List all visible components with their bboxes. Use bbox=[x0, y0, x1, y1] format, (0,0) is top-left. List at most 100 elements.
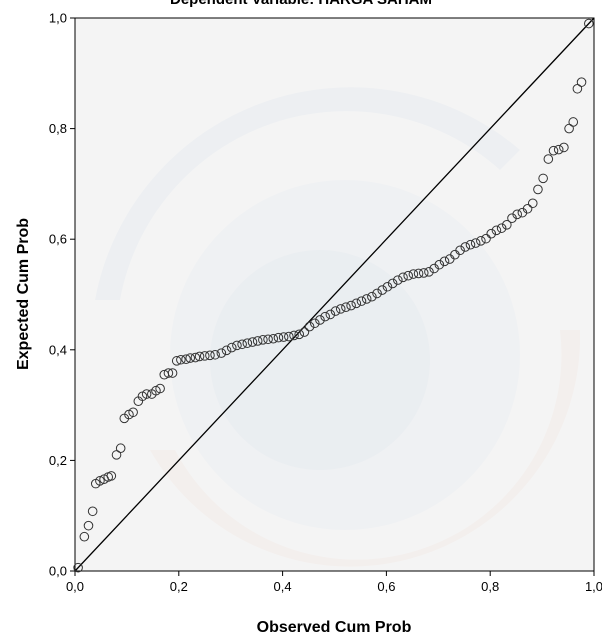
x-tick-label: 0,8 bbox=[481, 579, 499, 594]
data-point bbox=[190, 352, 201, 363]
data-point bbox=[309, 318, 320, 329]
data-point bbox=[533, 184, 543, 195]
data-point bbox=[408, 269, 419, 279]
data-point bbox=[527, 198, 538, 209]
data-point bbox=[341, 302, 351, 313]
data-point bbox=[304, 321, 315, 332]
data-point bbox=[470, 238, 481, 248]
reference-line bbox=[74, 17, 595, 572]
x-tick-label: 0,2 bbox=[170, 579, 188, 594]
data-point bbox=[83, 520, 94, 531]
data-point bbox=[584, 18, 594, 29]
data-point bbox=[73, 562, 83, 573]
data-point bbox=[559, 142, 569, 153]
data-point bbox=[258, 335, 268, 345]
data-point bbox=[496, 223, 507, 233]
data-point bbox=[242, 338, 253, 348]
data-point bbox=[325, 309, 336, 320]
data-point bbox=[106, 471, 117, 481]
data-point bbox=[522, 203, 533, 214]
data-point bbox=[237, 339, 247, 350]
data-point bbox=[346, 300, 356, 311]
data-point bbox=[273, 332, 284, 343]
data-point bbox=[476, 236, 486, 246]
data-point bbox=[221, 345, 232, 356]
data-point bbox=[79, 531, 90, 542]
data-point bbox=[367, 291, 377, 302]
data-point bbox=[361, 294, 372, 304]
data-point bbox=[356, 296, 367, 306]
data-point bbox=[247, 337, 258, 347]
data-point bbox=[512, 209, 522, 220]
data-point bbox=[486, 228, 497, 239]
data-point bbox=[434, 259, 445, 270]
data-point bbox=[141, 389, 152, 399]
data-point bbox=[413, 268, 424, 279]
y-tick-label: 0,6 bbox=[49, 232, 67, 247]
x-tick-label: 1,0 bbox=[585, 579, 602, 594]
data-point bbox=[393, 275, 403, 285]
data-point bbox=[377, 285, 388, 295]
chart-title: Dependent Variable: HARGA SAHAM bbox=[170, 0, 432, 8]
data-point bbox=[167, 368, 178, 378]
data-point bbox=[232, 340, 242, 351]
y-axis-ticks: 0,0 0,2 0,4 0,6 0,8 1,0 bbox=[49, 11, 75, 579]
data-point bbox=[284, 331, 294, 342]
data-point bbox=[418, 268, 429, 278]
data-point bbox=[87, 506, 98, 517]
x-tick-label: 0,4 bbox=[274, 579, 292, 594]
data-point bbox=[382, 281, 393, 292]
data-point bbox=[320, 311, 330, 322]
y-axis-label: Expected Cum Prob bbox=[15, 218, 32, 370]
data-point bbox=[128, 407, 138, 418]
data-point bbox=[372, 288, 382, 299]
data-point bbox=[335, 304, 346, 314]
data-point bbox=[171, 356, 182, 366]
data-points bbox=[73, 18, 594, 573]
data-point bbox=[299, 327, 310, 337]
data-point bbox=[115, 443, 126, 454]
x-tick-label: 0,0 bbox=[66, 579, 84, 594]
data-point bbox=[163, 368, 174, 378]
data-point bbox=[387, 278, 398, 289]
data-point bbox=[491, 225, 502, 236]
data-point bbox=[226, 342, 237, 353]
y-tick-label: 0,4 bbox=[49, 342, 67, 357]
data-point bbox=[330, 306, 341, 316]
data-point bbox=[210, 349, 220, 360]
data-point bbox=[568, 117, 579, 127]
data-point bbox=[268, 333, 279, 344]
data-point bbox=[465, 239, 476, 250]
data-point bbox=[263, 334, 273, 345]
data-point bbox=[216, 348, 227, 358]
data-point bbox=[289, 330, 299, 341]
data-point bbox=[543, 154, 554, 164]
data-point bbox=[199, 351, 210, 361]
y-tick-label: 0,0 bbox=[49, 564, 67, 579]
data-point bbox=[252, 336, 263, 346]
data-point bbox=[194, 351, 205, 362]
data-point bbox=[553, 144, 564, 155]
data-point bbox=[95, 476, 105, 486]
data-point bbox=[576, 77, 587, 87]
data-point bbox=[181, 354, 191, 365]
data-point bbox=[278, 332, 289, 342]
data-point bbox=[439, 256, 450, 267]
x-tick-label: 0,6 bbox=[377, 579, 395, 594]
data-point bbox=[185, 353, 196, 363]
data-point bbox=[455, 245, 465, 256]
data-point bbox=[502, 220, 512, 230]
y-tick-label: 1,0 bbox=[49, 11, 67, 26]
data-point bbox=[548, 145, 559, 156]
data-point bbox=[294, 329, 305, 340]
data-point bbox=[481, 233, 491, 244]
data-point bbox=[351, 298, 362, 309]
data-point bbox=[205, 350, 215, 361]
data-point bbox=[398, 272, 408, 283]
data-point bbox=[424, 267, 434, 277]
x-axis-ticks: 0,0 0,2 0,4 0,6 0,8 1,0 bbox=[66, 571, 602, 594]
y-tick-label: 0,8 bbox=[49, 121, 67, 136]
data-point bbox=[315, 315, 325, 325]
data-point bbox=[403, 270, 413, 281]
